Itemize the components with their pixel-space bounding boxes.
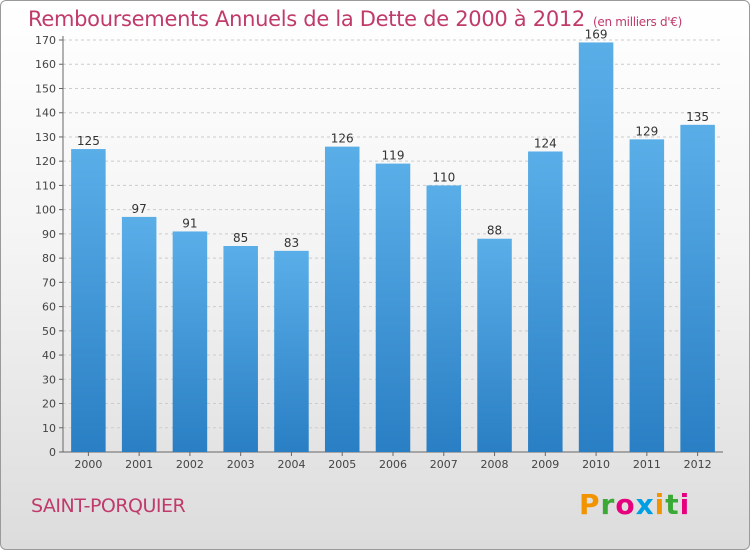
bar-2001 bbox=[121, 216, 157, 452]
x-tick-label: 2007 bbox=[430, 458, 458, 471]
logo-letter: x bbox=[635, 488, 655, 521]
x-tick-label: 2001 bbox=[125, 458, 153, 471]
chart-title: Remboursements Annuels de la Dette de 20… bbox=[28, 7, 682, 31]
data-label: 88 bbox=[487, 224, 502, 238]
bar-2003 bbox=[223, 246, 258, 452]
city-name: SAINT-PORQUIER bbox=[31, 495, 186, 517]
y-tick-labels: 0 10 20 30 40 50 60 70 80 90 100 110 120 130 140 150 160… bbox=[35, 34, 56, 459]
data-labels: 125 97 91 85 83 126 119 110 88 124 169 129 135 bbox=[77, 27, 709, 249]
bar-2010 bbox=[578, 42, 614, 453]
data-label: 110 bbox=[432, 170, 455, 184]
x-tick-label: 2011 bbox=[633, 458, 661, 471]
y-tick-label: 0 bbox=[49, 446, 56, 459]
x-tick-label: 2003 bbox=[227, 458, 255, 471]
bar-2006 bbox=[375, 163, 411, 452]
y-tick-label: 60 bbox=[42, 301, 56, 314]
proxiti-logo[interactable]: Proxiti bbox=[579, 488, 690, 521]
y-tick-label: 20 bbox=[42, 398, 56, 411]
logo-letter: P bbox=[579, 488, 601, 521]
logo-letter: o bbox=[615, 488, 636, 521]
y-tick-label: 100 bbox=[35, 204, 56, 217]
y-tick-label: 30 bbox=[42, 373, 56, 386]
data-label: 85 bbox=[233, 231, 248, 245]
data-label: 83 bbox=[284, 236, 299, 250]
bar-2008 bbox=[477, 238, 512, 452]
logo-letter: r bbox=[600, 488, 616, 521]
x-tick-label: 2006 bbox=[379, 458, 407, 471]
bar-2005 bbox=[324, 146, 360, 452]
y-tick-label: 150 bbox=[35, 82, 56, 95]
logo-letter: i bbox=[679, 488, 691, 521]
data-label: 91 bbox=[182, 216, 197, 230]
y-tick-label: 70 bbox=[42, 276, 56, 289]
bar-2007 bbox=[426, 185, 462, 453]
bar-2002 bbox=[172, 231, 208, 452]
data-label: 125 bbox=[77, 134, 100, 148]
x-tick-label: 2005 bbox=[328, 458, 356, 471]
data-label: 119 bbox=[382, 149, 405, 163]
data-label: 126 bbox=[331, 132, 354, 146]
x-tick-label: 2000 bbox=[74, 458, 102, 471]
bar-2004 bbox=[274, 250, 309, 452]
x-tick-label: 2010 bbox=[582, 458, 610, 471]
bar-2000 bbox=[71, 149, 106, 452]
x-tick-label: 2004 bbox=[277, 458, 305, 471]
data-label: 97 bbox=[132, 202, 147, 216]
y-tick-label: 170 bbox=[35, 34, 56, 47]
x-tick-label: 2009 bbox=[531, 458, 559, 471]
chart-title-text: Remboursements Annuels de la Dette de 20… bbox=[28, 7, 585, 31]
x-tick-label: 2008 bbox=[481, 458, 509, 471]
bar-2009 bbox=[528, 151, 563, 452]
logo-letter: i bbox=[654, 488, 666, 521]
y-tick-label: 110 bbox=[35, 179, 56, 192]
y-tick-label: 130 bbox=[35, 131, 56, 144]
chart-subtitle: (en milliers d'€) bbox=[593, 15, 683, 29]
y-tick-label: 40 bbox=[42, 349, 56, 362]
data-label: 135 bbox=[686, 110, 709, 124]
data-label: 124 bbox=[534, 136, 557, 150]
y-tick-label: 50 bbox=[42, 325, 56, 338]
data-label: 169 bbox=[585, 27, 608, 41]
y-tick-label: 90 bbox=[42, 228, 56, 241]
y-tick-label: 10 bbox=[42, 422, 56, 435]
data-label: 129 bbox=[635, 124, 658, 138]
y-tick-label: 160 bbox=[35, 58, 56, 71]
x-tick-labels: 2000 2001 2002 2003 2004 2005 2006 2007 2008 2009… bbox=[74, 458, 711, 471]
x-tick-label: 2002 bbox=[176, 458, 204, 471]
logo-letter: t bbox=[665, 488, 680, 521]
y-tick-label: 120 bbox=[35, 155, 56, 168]
bar-2012 bbox=[680, 124, 715, 452]
x-tick-label: 2012 bbox=[684, 458, 712, 471]
y-tick-label: 140 bbox=[35, 107, 56, 120]
y-tick-label: 80 bbox=[42, 252, 56, 265]
bar-2011 bbox=[629, 139, 665, 453]
bars bbox=[71, 42, 715, 453]
